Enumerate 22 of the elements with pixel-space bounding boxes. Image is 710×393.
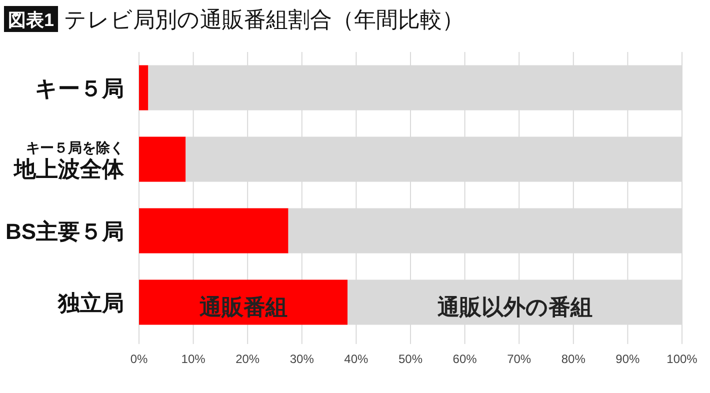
series-label: 通販以外の番組 [436,294,592,320]
bar [139,65,148,110]
x-tick-label: 40% [344,352,369,366]
annotation: 図表1 [4,6,58,32]
x-tick-label: 50% [398,352,423,366]
x-tick-label: 0% [130,352,148,366]
x-tick-label: 30% [290,352,314,366]
y-tick-label: キー５局 [35,76,124,101]
bar [139,136,186,182]
x-tick-label: 60% [452,352,478,366]
x-tick-label: 90% [616,352,640,366]
x-tick-label: 70% [507,352,532,366]
chart-title: テレビ局別の通販番組割合（年間比較） [64,7,464,32]
bar [139,208,288,254]
x-tick-label: 80% [561,352,586,366]
y-tick-label: 独立局 [57,290,124,316]
y-tick-label: キー５局を除く地上波全体 [13,139,125,182]
x-tick-label: 20% [236,352,260,366]
x-tick-label: 10% [181,352,206,366]
x-tick-label: 100% [666,352,698,366]
y-tick-label: BS主要５局 [5,218,124,244]
series-label: 通販番組 [198,294,288,320]
